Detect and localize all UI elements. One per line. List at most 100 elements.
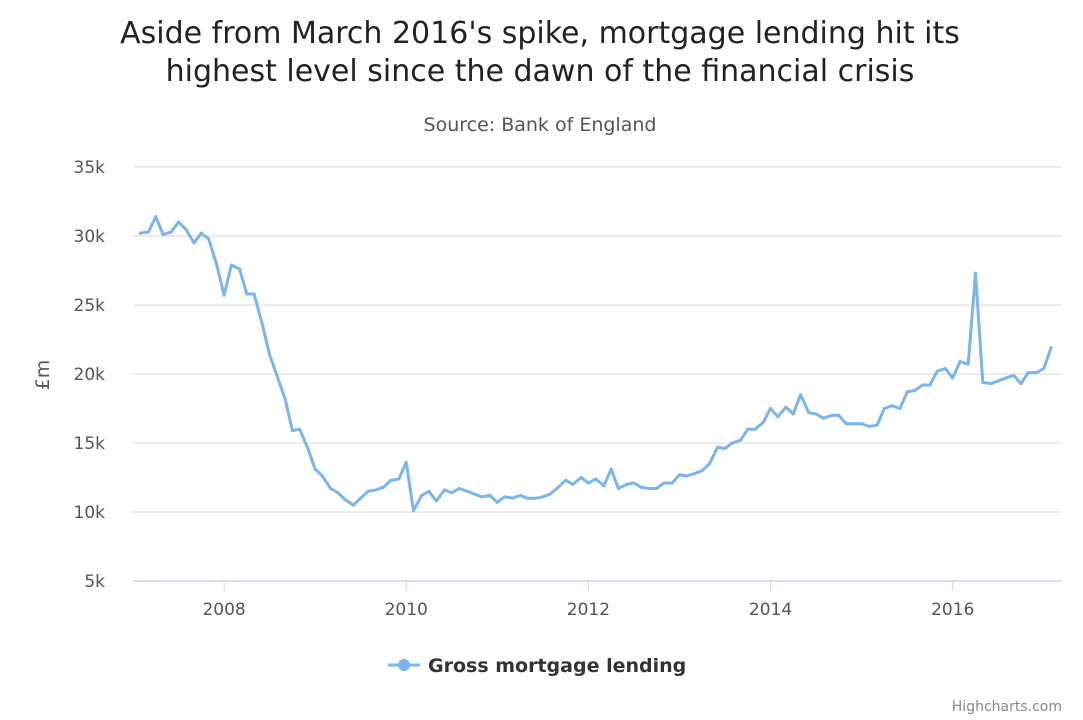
data-point [556,485,560,489]
data-point [215,263,219,267]
credits-link[interactable]: Highcharts.com [952,699,1062,715]
data-point [693,471,697,475]
y-tick-label: 35k [74,158,106,178]
y-tick-label: 15k [74,434,106,454]
data-point [974,271,977,275]
data-point [207,237,211,241]
data-point [609,467,613,471]
data-point [495,500,499,504]
data-point [1049,346,1053,350]
data-point [457,487,461,490]
data-point [147,230,150,234]
data-point [678,473,681,477]
data-point [662,481,666,485]
data-point [700,469,704,473]
gridlines [133,166,1062,513]
legend-marker-icon [398,659,410,671]
data-point [905,390,909,394]
chart-title-line-2: highest level since the dawn of the fina… [166,54,915,89]
data-point [746,427,750,431]
data-point [769,407,772,410]
data-point [594,477,598,481]
data-point [480,495,484,499]
x-tick-label: 2014 [749,600,792,620]
data-point [343,498,347,502]
data-point [450,491,454,495]
data-point [397,477,401,481]
legend[interactable]: Gross mortgage lending [388,655,686,677]
data-point [374,488,378,492]
data-point [434,499,438,503]
chart-title-line-1: Aside from March 2016's spike, mortgage … [120,16,960,51]
data-point [655,487,659,490]
x-axis: 2008 2010 2012 2014 2016 [133,580,1062,620]
data-point [382,485,385,489]
data-point [336,491,340,495]
data-point [427,489,431,493]
data-point [1042,367,1046,370]
legend-item-label[interactable]: Gross mortgage lending [428,655,686,677]
data-point [860,422,864,426]
data-point [844,422,848,426]
series-line-gross-mortgage-lending[interactable] [138,215,1053,513]
data-point [716,445,720,449]
data-point [177,220,180,224]
data-point [1035,371,1038,375]
data-point [359,496,363,500]
data-point [268,353,272,357]
data-point [989,382,993,386]
y-tick-label: 20k [74,365,106,385]
data-point [412,509,415,513]
data-point [192,241,196,245]
data-point [443,488,446,492]
data-point [306,447,310,450]
data-point [320,474,324,478]
data-point [313,467,317,471]
data-point [184,227,188,231]
data-point [283,397,287,401]
data-point [260,322,264,326]
data-point [830,413,834,417]
data-point [503,495,507,499]
y-tick-label: 30k [74,227,106,247]
data-point [518,493,522,497]
data-point [730,441,734,445]
data-point [935,369,939,373]
data-point [723,447,727,450]
data-point [1026,371,1030,375]
data-point [154,215,158,219]
data-point [473,492,476,496]
data-point [465,489,469,493]
data-point [420,493,424,497]
data-point [639,485,643,489]
data-point [238,267,242,271]
data-point [252,292,256,296]
data-point [882,407,886,410]
series-group [138,215,1053,513]
data-point [541,495,545,499]
data-point [404,460,408,464]
data-point [290,429,294,433]
x-tick-label: 2008 [202,600,245,620]
data-point [821,416,825,420]
data-point [761,420,765,424]
data-point [161,233,165,237]
data-point [579,476,583,479]
data-point [852,422,856,426]
data-point [784,405,788,409]
y-tick-label: 5k [84,572,105,592]
data-point [776,415,780,419]
data-point [571,482,575,486]
data-point [753,427,757,431]
data-point [739,438,742,442]
data-point [229,263,233,267]
data-point [138,231,142,235]
data-point [389,478,393,482]
y-tick-label: 10k [74,503,106,523]
data-point [996,379,1000,383]
x-tick-label: 2016 [931,600,974,620]
data-point [837,413,841,417]
data-point [534,496,538,500]
data-point [329,487,333,490]
